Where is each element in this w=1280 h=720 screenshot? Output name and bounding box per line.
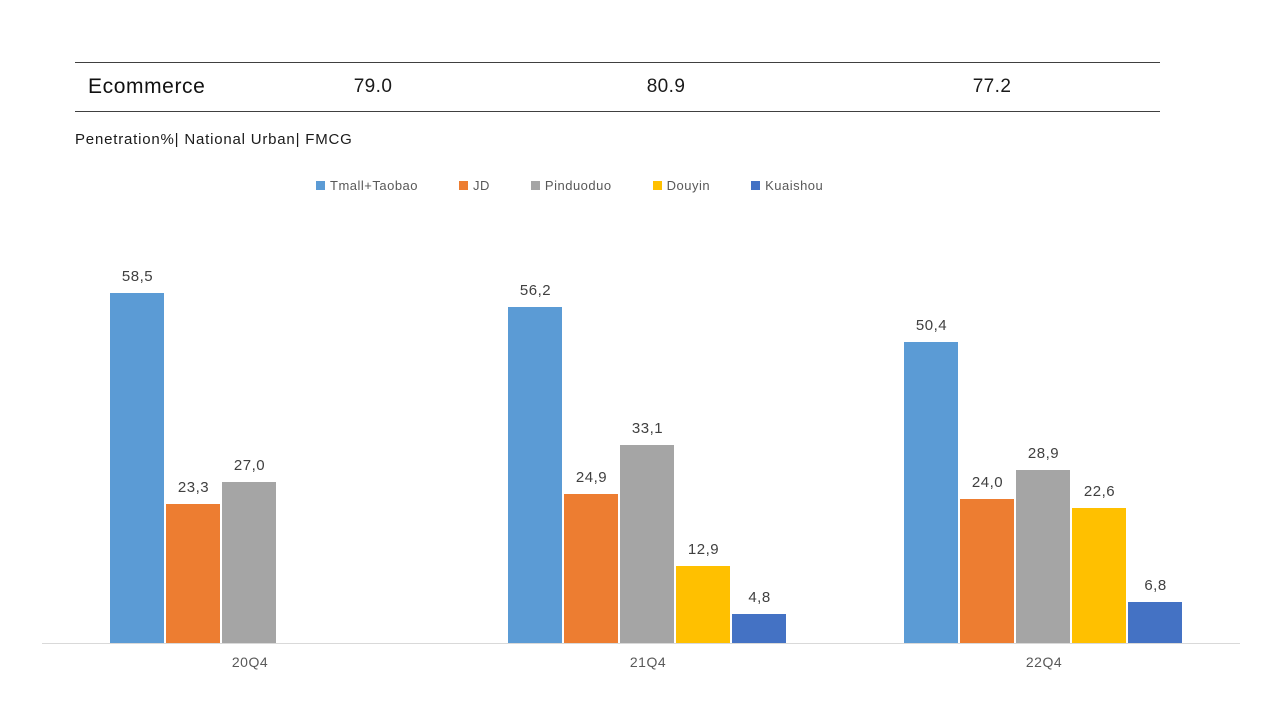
bar-douyin-22q4 (1072, 508, 1126, 643)
header-value-22q4: 77.2 (972, 76, 1012, 97)
bar-pinduoduo-22q4 (1016, 470, 1070, 643)
header-table: Ecommerce 79.0 80.9 77.2 (75, 62, 1160, 112)
legend-marker-kuaishou (751, 181, 761, 190)
bar-value-label-kuaishou-21q4: 4,8 (748, 589, 771, 606)
legend-marker-douyin (652, 181, 662, 190)
legend-label: Tmall+Taobao (330, 178, 419, 193)
bar-tmall-taobao-22q4 (904, 342, 958, 643)
bar-pinduoduo-21q4 (620, 445, 674, 643)
legend-item-tmall-taobao: Tmall+Taobao (316, 178, 418, 193)
header-value-21q4: 80.9 (646, 76, 686, 97)
legend-item-jd: JD (459, 178, 490, 193)
header-value-20q4: 79.0 (353, 76, 393, 97)
legend-marker-pinduoduo (530, 181, 540, 190)
bar-value-label-douyin-21q4: 12,9 (687, 541, 720, 558)
legend-marker-jd (459, 181, 469, 190)
bar-value-label-tmall-taobao-20q4: 58,5 (121, 268, 154, 285)
bar-value-label-douyin-22q4: 22,6 (1083, 483, 1116, 500)
bar-value-label-pinduoduo-22q4: 28,9 (1027, 445, 1060, 462)
bar-value-label-jd-22q4: 24,0 (971, 474, 1004, 491)
legend-item-pinduoduo: Pinduoduo (530, 178, 612, 193)
bar-douyin-21q4 (676, 566, 730, 643)
bar-pinduoduo-20q4 (222, 482, 276, 643)
x-axis-label-22q4: 22Q4 (1025, 654, 1063, 670)
bar-jd-21q4 (564, 494, 618, 643)
legend-label: Douyin (666, 178, 711, 193)
header-title: Ecommerce (88, 75, 206, 98)
bar-kuaishou-22q4 (1128, 602, 1182, 643)
legend-item-kuaishou: Kuaishou (751, 178, 823, 193)
x-axis-label-20q4: 20Q4 (231, 654, 269, 670)
chart-legend: Tmall+Taobao JD Pinduoduo Douyin Kuaishou (316, 178, 823, 193)
x-axis-label-21q4: 21Q4 (629, 654, 667, 670)
bar-kuaishou-21q4 (732, 614, 786, 643)
bar-value-label-pinduoduo-20q4: 27,0 (233, 457, 266, 474)
bar-value-label-jd-20q4: 23,3 (177, 479, 210, 496)
bar-tmall-taobao-20q4 (110, 293, 164, 643)
bar-value-label-kuaishou-22q4: 6,8 (1144, 577, 1167, 594)
bar-value-label-pinduoduo-21q4: 33,1 (631, 420, 664, 437)
bar-jd-20q4 (166, 504, 220, 643)
legend-label: Pinduoduo (544, 178, 612, 193)
legend-label: JD (473, 178, 490, 193)
legend-label: Kuaishou (765, 178, 824, 193)
bar-value-label-jd-21q4: 24,9 (575, 469, 608, 486)
legend-item-douyin: Douyin (652, 178, 711, 193)
bar-value-label-tmall-taobao-21q4: 56,2 (519, 282, 552, 299)
legend-marker-tmall-taobao (316, 181, 325, 190)
bar-tmall-taobao-21q4 (508, 307, 562, 643)
chart-subtitle: Penetration%| National Urban| FMCG (75, 131, 353, 148)
bar-jd-22q4 (960, 499, 1014, 643)
x-axis-line (42, 643, 1240, 644)
bar-value-label-tmall-taobao-22q4: 50,4 (915, 317, 948, 334)
